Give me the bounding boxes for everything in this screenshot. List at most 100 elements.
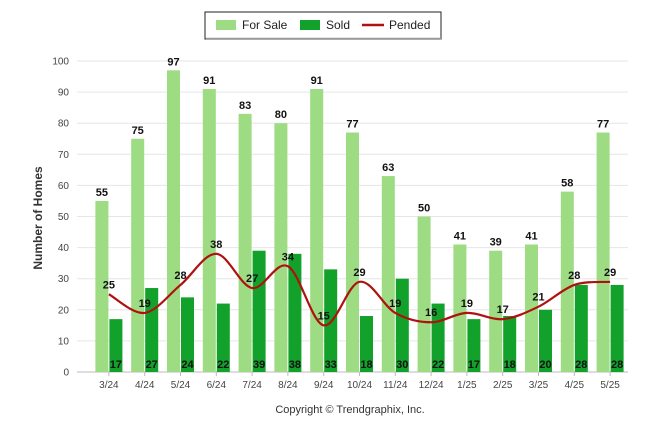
label-pended-12/24: 16 xyxy=(425,307,437,319)
label-sold-12/24: 22 xyxy=(432,359,444,371)
label-for-sale-10/24: 77 xyxy=(346,119,358,131)
label-pended-6/24: 38 xyxy=(210,239,222,251)
label-for-sale-3/25: 41 xyxy=(525,230,537,242)
label-sold-5/25: 28 xyxy=(611,359,623,371)
label-for-sale-12/24: 50 xyxy=(418,203,430,215)
y-tick-label-20: 20 xyxy=(58,305,70,316)
label-sold-1/25: 17 xyxy=(468,359,480,371)
label-for-sale-8/24: 80 xyxy=(275,109,287,121)
pended-line-layer xyxy=(108,252,611,327)
bar-sold-5/24 xyxy=(181,297,194,372)
label-for-sale-5/25: 77 xyxy=(597,119,609,131)
bar-sold-7/24 xyxy=(252,250,266,372)
label-sold-5/24: 24 xyxy=(181,359,194,371)
label-pended-10/24: 29 xyxy=(353,267,365,279)
bars xyxy=(95,70,624,373)
x-tick-label-10/24: 10/24 xyxy=(347,380,372,391)
bar-sold-11/24 xyxy=(395,278,409,372)
label-for-sale-6/24: 91 xyxy=(203,75,215,87)
y-tick-label-30: 30 xyxy=(58,274,70,285)
label-for-sale-11/24: 63 xyxy=(382,162,394,174)
bar-for-sale-6/24 xyxy=(202,88,216,373)
legend-label-sold: Sold xyxy=(326,18,350,32)
bar-for-sale-3/25 xyxy=(525,244,538,372)
label-pended-5/24: 28 xyxy=(174,270,186,282)
y-tick-label-60: 60 xyxy=(58,181,70,192)
y-tick-label-70: 70 xyxy=(58,150,70,161)
label-sold-9/24: 33 xyxy=(325,359,337,371)
label-for-sale-9/24: 91 xyxy=(311,75,323,87)
bar-sold-10/24 xyxy=(360,316,373,372)
label-for-sale-4/24: 75 xyxy=(132,125,144,137)
bar-for-sale-1/25 xyxy=(453,244,467,372)
data-labels: 55 17 75 27 97 24 91 22 83 39 80 38 91 33 77 18 63 30 50 22… xyxy=(96,56,623,371)
label-pended-11/24: 19 xyxy=(389,298,401,310)
label-pended-2/25: 17 xyxy=(497,304,509,316)
label-pended-3/25: 21 xyxy=(532,292,544,304)
label-for-sale-7/24: 83 xyxy=(239,100,251,112)
x-tick-label-1/25: 1/25 xyxy=(457,380,477,391)
y-tick-label-40: 40 xyxy=(58,243,70,254)
bar-sold-8/24 xyxy=(288,253,302,372)
label-sold-7/24: 39 xyxy=(253,359,265,371)
y-tick-label-10: 10 xyxy=(58,336,70,347)
label-for-sale-4/25: 58 xyxy=(561,178,573,190)
bar-for-sale-5/25 xyxy=(596,132,610,372)
legend-label-for-sale: For Sale xyxy=(242,18,288,32)
y-axis-title: Number of Homes xyxy=(31,166,45,270)
label-pended-7/24: 27 xyxy=(246,273,258,285)
bar-for-sale-11/24 xyxy=(381,176,395,372)
x-tick-label-2/25: 2/25 xyxy=(493,380,513,391)
x-tick-label-4/24: 4/24 xyxy=(135,380,155,391)
bar-for-sale-7/24 xyxy=(238,113,252,373)
bar-for-sale-2/25 xyxy=(489,250,503,372)
x-tick-label-3/25: 3/25 xyxy=(529,380,549,391)
x-tick-label-3/24: 3/24 xyxy=(99,380,119,391)
x-axis-ticks: 3/24 4/24 5/24 6/24 7/24 8/24 9/24 10/24 11/24 12… xyxy=(99,372,620,391)
bar-for-sale-5/24 xyxy=(167,70,180,372)
bar-sold-2/25 xyxy=(503,316,517,372)
bar-sold-5/25 xyxy=(610,284,624,372)
label-pended-4/24: 19 xyxy=(139,298,151,310)
x-tick-label-12/24: 12/24 xyxy=(419,380,444,391)
label-sold-6/24: 22 xyxy=(217,359,229,371)
label-sold-10/24: 18 xyxy=(360,359,372,371)
copyright-text: Copyright © Trendgraphix, Inc. xyxy=(275,404,424,416)
bar-sold-1/25 xyxy=(467,319,481,372)
x-tick-label-6/24: 6/24 xyxy=(207,380,227,391)
legend-swatch-for-sale xyxy=(216,20,236,30)
label-sold-4/24: 27 xyxy=(146,359,158,371)
x-tick-label-9/24: 9/24 xyxy=(314,380,334,391)
y-tick-label-90: 90 xyxy=(58,88,70,99)
label-sold-2/25: 18 xyxy=(504,359,516,371)
bar-sold-3/24 xyxy=(109,319,123,372)
label-sold-11/24: 30 xyxy=(396,359,408,371)
label-for-sale-2/25: 39 xyxy=(490,237,502,249)
label-for-sale-3/24: 55 xyxy=(96,187,108,199)
bar-for-sale-3/24 xyxy=(95,200,109,372)
bar-sold-6/24 xyxy=(216,303,230,372)
x-tick-label-5/25: 5/25 xyxy=(600,380,620,391)
label-pended-1/25: 19 xyxy=(461,298,473,310)
label-sold-3/24: 17 xyxy=(110,359,122,371)
legend-label-pended: Pended xyxy=(389,18,430,32)
y-tick-label-100: 100 xyxy=(52,57,69,68)
label-pended-8/24: 34 xyxy=(282,251,295,263)
bar-for-sale-10/24 xyxy=(346,132,359,372)
bar-for-sale-8/24 xyxy=(274,123,288,372)
x-tick-label-8/24: 8/24 xyxy=(278,380,298,391)
bar-for-sale-4/25 xyxy=(560,191,574,372)
y-tick-label-80: 80 xyxy=(58,119,70,130)
bar-for-sale-9/24 xyxy=(310,88,324,373)
label-pended-4/25: 28 xyxy=(568,270,580,282)
x-tick-label-4/25: 4/25 xyxy=(565,380,585,391)
label-pended-5/25: 29 xyxy=(604,267,616,279)
y-axis-ticks: 0 10 20 30 40 50 60 70 80 90 100 xyxy=(52,57,69,379)
label-for-sale-5/24: 97 xyxy=(167,56,179,68)
label-pended-9/24: 15 xyxy=(318,310,330,322)
label-sold-4/25: 28 xyxy=(575,359,587,371)
bar-sold-3/25 xyxy=(539,309,552,372)
x-tick-label-11/24: 11/24 xyxy=(383,380,408,391)
